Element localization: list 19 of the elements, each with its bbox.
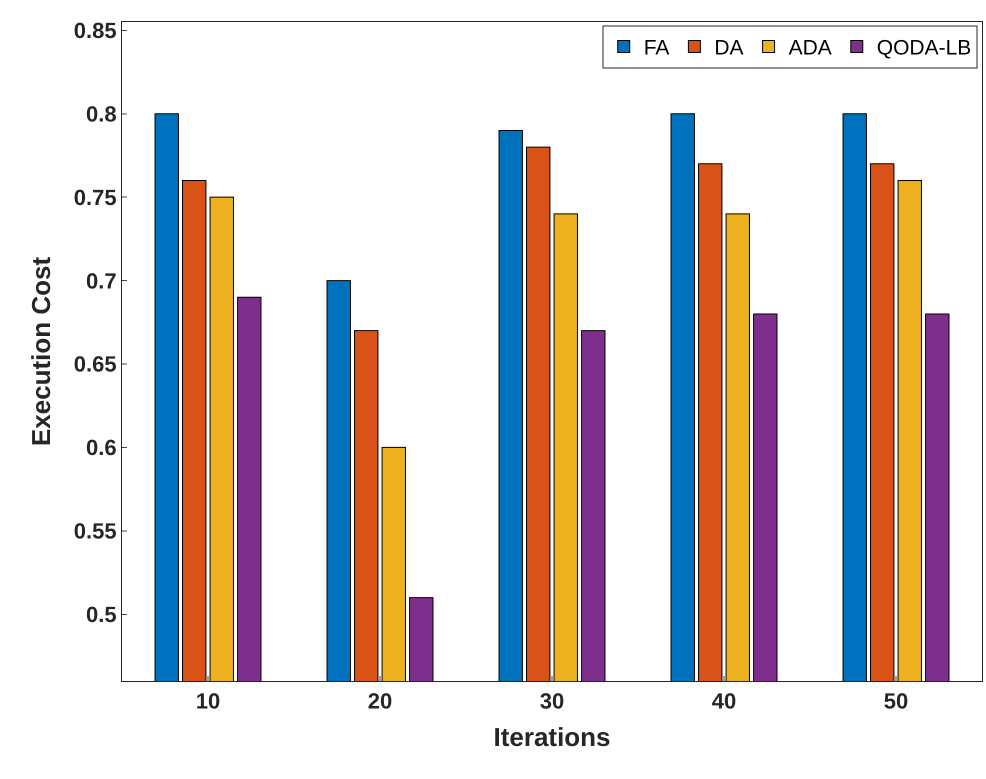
legend-label: FA	[644, 36, 670, 60]
y-tick-label: 0.85	[74, 18, 117, 44]
x-tick-label: 40	[712, 688, 736, 714]
legend-label: ADA	[788, 36, 832, 60]
x-tick-label: 10	[196, 688, 220, 714]
x-tick-label: 30	[540, 688, 564, 714]
y-tick-label: 0.65	[74, 352, 117, 377]
x-tick-label: 20	[368, 688, 392, 714]
y-tick-label: 0.55	[74, 518, 117, 544]
y-tick-label: 0.7	[86, 268, 117, 294]
x-tick-label: 50	[884, 688, 908, 714]
y-tick-label: 0.6	[86, 435, 117, 460]
y-axis-title: Execution Cost	[26, 256, 56, 446]
y-tick-label: 0.5	[86, 602, 117, 627]
x-axis-title: Iterations	[493, 722, 611, 752]
y-tick-label: 0.75	[74, 184, 117, 210]
legend-label: QODA-LB	[876, 36, 972, 60]
y-tick-label: 0.8	[86, 101, 117, 126]
legend-label: DA	[714, 36, 744, 60]
